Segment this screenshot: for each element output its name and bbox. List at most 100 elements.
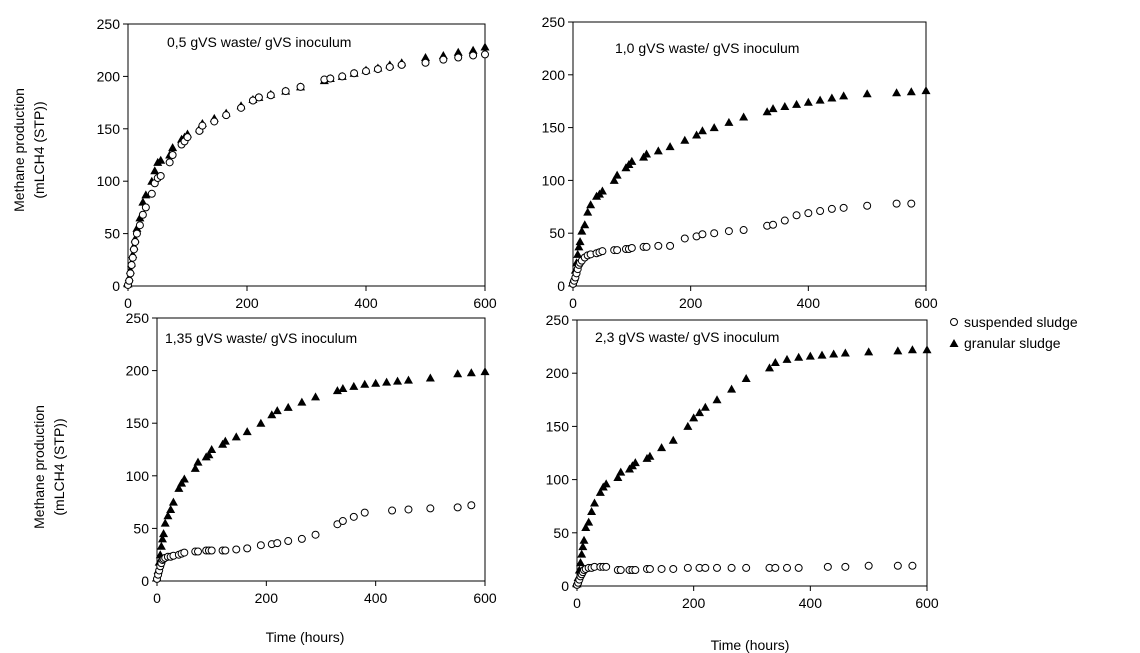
legend-label-suspended: suspended sludge	[964, 314, 1078, 330]
data-point-granular	[204, 450, 214, 459]
data-point-suspended	[373, 65, 382, 74]
data-point-suspended	[698, 230, 707, 239]
data-point-suspended	[645, 564, 654, 573]
data-point-suspended	[426, 504, 435, 513]
data-point-granular	[338, 383, 348, 392]
data-point-granular	[159, 529, 169, 538]
data-point-granular	[583, 207, 593, 216]
data-point-granular	[174, 483, 184, 492]
x-tick-label: 600	[914, 295, 938, 311]
data-point-suspended	[311, 530, 320, 539]
data-point-granular	[762, 107, 772, 116]
data-point-granular	[840, 348, 850, 357]
data-point-suspended	[388, 506, 397, 515]
data-point-granular	[893, 346, 903, 355]
data-point-granular	[166, 504, 176, 513]
plot-frame	[572, 21, 927, 287]
data-point-suspended	[713, 563, 721, 572]
data-point-suspended	[783, 563, 791, 572]
y-axis-title-top: Methane production (mLCH4 (STP))	[11, 88, 47, 212]
data-point-granular	[627, 156, 637, 165]
y-tick-label: 250	[97, 16, 121, 32]
data-point-suspended	[168, 151, 177, 159]
x-axis-title-left: Time (hours)	[266, 629, 345, 645]
x-tick-label: 400	[797, 295, 821, 311]
panel-top-left: 0 50 100 150 200 250 0 200 400 600 0,5 gVS waste/ …	[97, 16, 497, 311]
data-point-suspended	[281, 87, 290, 96]
data-point-granular	[792, 99, 802, 108]
data-point-suspended	[237, 103, 246, 112]
data-point-granular	[577, 549, 587, 558]
data-point-granular	[576, 558, 585, 567]
data-point-granular	[163, 511, 173, 520]
data-point-suspended	[627, 243, 636, 252]
y-tick-label: 200	[97, 68, 121, 84]
data-point-granular	[817, 350, 827, 359]
data-point-suspended	[823, 562, 832, 571]
data-point-granular	[580, 220, 590, 229]
data-point-granular	[179, 474, 189, 483]
data-point-granular	[616, 467, 626, 476]
data-point-granular	[578, 542, 588, 551]
data-point-suspended	[613, 246, 622, 255]
x-tick-label: 0	[569, 295, 577, 311]
data-point-granular	[584, 517, 594, 526]
data-point-granular	[579, 535, 589, 544]
data-point-suspended	[893, 561, 902, 570]
data-point-granular	[892, 88, 902, 97]
data-point-granular	[665, 142, 675, 151]
data-point-suspended	[724, 227, 733, 236]
data-point-granular	[692, 130, 702, 139]
data-point-suspended	[794, 563, 803, 572]
data-point-granular	[724, 117, 734, 126]
legend: suspended sludge granular sludge	[949, 314, 1078, 351]
data-point-granular	[668, 435, 678, 444]
data-point-suspended	[642, 242, 651, 251]
data-point-granular	[453, 369, 463, 378]
data-point-suspended	[297, 534, 306, 543]
y-tick-label: 0	[557, 278, 565, 294]
data-point-granular	[150, 166, 160, 175]
data-point-suspended	[349, 512, 358, 521]
y-tick-label: 150	[97, 121, 121, 137]
data-point-suspended	[780, 216, 789, 225]
data-point-suspended	[135, 221, 144, 230]
data-point-granular	[612, 170, 622, 179]
y-axis-title-line1: Methane production	[31, 405, 47, 529]
panel-title: 1,0 gVS waste/ gVS inoculum	[615, 40, 799, 56]
y-tick-label: 200	[542, 67, 566, 83]
y-tick-label: 0	[112, 278, 120, 294]
data-point-granular	[480, 367, 490, 376]
data-point-suspended	[350, 69, 359, 78]
x-tick-label: 200	[255, 590, 279, 606]
x-axis-title-right: Time (hours)	[711, 637, 790, 653]
data-point-suspended	[631, 566, 640, 575]
data-point-granular	[864, 347, 874, 356]
data-point-granular	[794, 352, 804, 361]
data-point-granular	[862, 89, 872, 98]
y-tick-label: 50	[549, 225, 565, 241]
data-point-granular	[242, 427, 252, 436]
data-point-granular	[586, 200, 596, 209]
data-point-granular	[168, 143, 178, 152]
y-tick-label: 200	[126, 363, 150, 379]
data-point-suspended	[739, 226, 748, 235]
data-point-granular	[630, 458, 640, 467]
data-point-suspended	[439, 55, 448, 64]
data-point-suspended	[816, 207, 825, 216]
plot-frame	[127, 23, 486, 287]
data-point-granular	[680, 135, 690, 144]
plot-frame	[576, 319, 928, 587]
x-tick-label: 0	[573, 595, 581, 611]
data-point-suspended	[839, 203, 848, 212]
legend-label-granular: granular sludge	[964, 335, 1061, 351]
data-point-granular	[727, 384, 737, 393]
data-point-suspended	[128, 253, 137, 262]
data-point-suspended	[165, 158, 174, 167]
data-point-suspended	[467, 501, 476, 510]
y-tick-label: 250	[126, 310, 150, 326]
data-point-suspended	[385, 62, 394, 71]
data-point-suspended	[132, 229, 141, 238]
data-point-granular	[768, 104, 778, 113]
data-point-granular	[207, 445, 217, 453]
